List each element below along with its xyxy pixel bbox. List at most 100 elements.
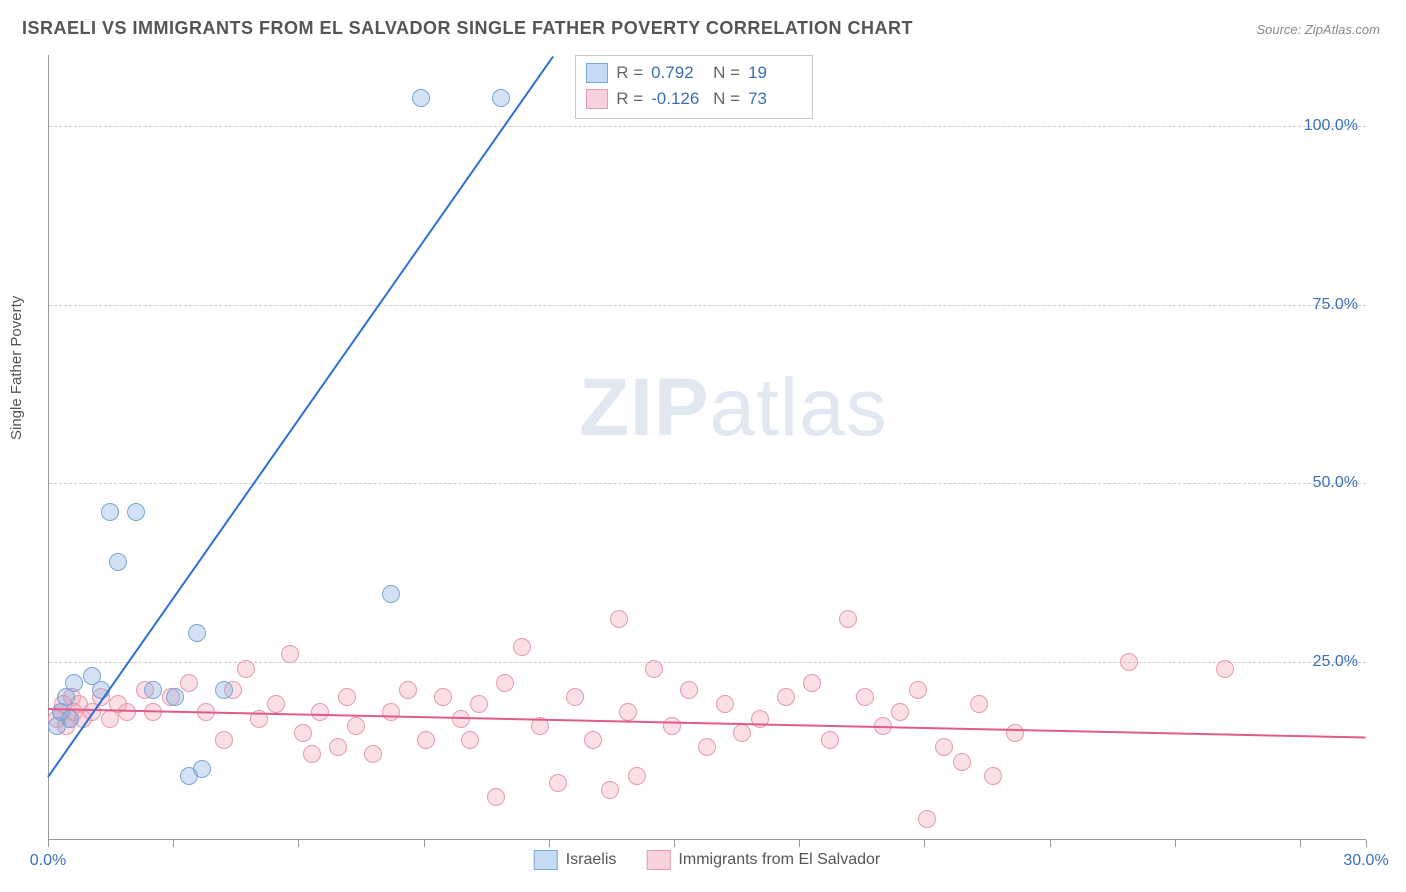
x-tick [924, 840, 925, 847]
data-point-el_salvador [329, 738, 347, 756]
y-tick-label: 50.0% [1313, 474, 1358, 492]
legend-label-israelis: Israelis [566, 851, 617, 869]
watermark-atlas: atlas [710, 362, 888, 453]
legend-label-el-salvador: Immigrants from El Salvador [678, 851, 880, 869]
stats-box: R =0.792N =19R =-0.126N =73 [575, 55, 813, 119]
x-tick [298, 840, 299, 847]
data-point-israelis [109, 553, 127, 571]
data-point-el_salvador [549, 774, 567, 792]
stats-n-value: 19 [748, 60, 802, 86]
data-point-el_salvador [628, 767, 646, 785]
data-point-el_salvador [1216, 660, 1234, 678]
y-tick-label: 75.0% [1313, 296, 1358, 314]
x-tick [48, 840, 49, 847]
regression-line-el_salvador [48, 708, 1366, 739]
data-point-el_salvador [566, 688, 584, 706]
legend-item-el-salvador: Immigrants from El Salvador [646, 850, 880, 870]
data-point-el_salvador [237, 660, 255, 678]
data-point-el_salvador [382, 703, 400, 721]
data-point-el_salvador [281, 645, 299, 663]
data-point-israelis [412, 89, 430, 107]
data-point-el_salvador [777, 688, 795, 706]
data-point-el_salvador [294, 724, 312, 742]
data-point-el_salvador [215, 731, 233, 749]
data-point-el_salvador [434, 688, 452, 706]
data-point-el_salvador [487, 788, 505, 806]
data-point-el_salvador [856, 688, 874, 706]
x-tick [1300, 840, 1301, 847]
y-tick-label: 25.0% [1313, 653, 1358, 671]
data-point-el_salvador [311, 703, 329, 721]
data-point-el_salvador [399, 681, 417, 699]
data-point-el_salvador [909, 681, 927, 699]
data-point-el_salvador [970, 695, 988, 713]
data-point-el_salvador [619, 703, 637, 721]
data-point-israelis [166, 688, 184, 706]
stats-row-el_salvador: R =-0.126N =73 [586, 86, 802, 112]
stats-r-value: -0.126 [651, 86, 705, 112]
chart-container: ISRAELI VS IMMIGRANTS FROM EL SALVADOR S… [0, 0, 1406, 892]
legend-swatch-pink [646, 850, 670, 870]
stats-n-label: N = [713, 60, 740, 86]
legend-item-israelis: Israelis [534, 850, 617, 870]
data-point-el_salvador [891, 703, 909, 721]
data-point-el_salvador [417, 731, 435, 749]
data-point-el_salvador [645, 660, 663, 678]
source-prefix: Source: [1256, 22, 1304, 37]
data-point-israelis [101, 503, 119, 521]
data-point-el_salvador [267, 695, 285, 713]
data-point-israelis [382, 585, 400, 603]
y-tick-label: 100.0% [1304, 117, 1358, 135]
data-point-el_salvador [953, 753, 971, 771]
data-point-el_salvador [821, 731, 839, 749]
y-axis-label: Single Father Poverty [8, 296, 25, 440]
data-point-el_salvador [610, 610, 628, 628]
data-point-el_salvador [1006, 724, 1024, 742]
x-tick [424, 840, 425, 847]
data-point-israelis [215, 681, 233, 699]
data-point-el_salvador [935, 738, 953, 756]
data-point-israelis [61, 710, 79, 728]
x-tick [1050, 840, 1051, 847]
stats-r-label: R = [616, 60, 643, 86]
chart-title: ISRAELI VS IMMIGRANTS FROM EL SALVADOR S… [22, 18, 913, 39]
x-tick-label: 30.0% [1343, 852, 1388, 870]
stats-n-label: N = [713, 86, 740, 112]
data-point-el_salvador [496, 674, 514, 692]
x-tick [1175, 840, 1176, 847]
data-point-el_salvador [733, 724, 751, 742]
regression-line-israelis [47, 55, 554, 777]
watermark: ZIPatlas [579, 361, 888, 455]
watermark-zip: ZIP [579, 362, 710, 453]
data-point-el_salvador [364, 745, 382, 763]
stats-swatch-blue [586, 63, 608, 83]
x-tick-label: 0.0% [30, 852, 66, 870]
gridline-h [49, 126, 1366, 127]
data-point-el_salvador [716, 695, 734, 713]
data-point-el_salvador [680, 681, 698, 699]
stats-n-value: 73 [748, 86, 802, 112]
x-tick [674, 840, 675, 847]
data-point-el_salvador [663, 717, 681, 735]
data-point-el_salvador [984, 767, 1002, 785]
data-point-el_salvador [584, 731, 602, 749]
data-point-el_salvador [470, 695, 488, 713]
stats-r-value: 0.792 [651, 60, 705, 86]
x-axis-line [48, 839, 1366, 840]
data-point-israelis [65, 674, 83, 692]
stats-swatch-pink [586, 89, 608, 109]
source-name: ZipAtlas.com [1305, 22, 1380, 37]
data-point-el_salvador [698, 738, 716, 756]
legend: Israelis Immigrants from El Salvador [534, 850, 881, 870]
x-tick [549, 840, 550, 847]
data-point-el_salvador [461, 731, 479, 749]
data-point-el_salvador [839, 610, 857, 628]
x-tick [173, 840, 174, 847]
data-point-el_salvador [347, 717, 365, 735]
data-point-el_salvador [1120, 653, 1138, 671]
source-attribution: Source: ZipAtlas.com [1256, 22, 1380, 37]
plot-area: ZIPatlas R =0.792N =19R =-0.126N =73 Isr… [48, 55, 1366, 840]
data-point-el_salvador [180, 674, 198, 692]
data-point-el_salvador [338, 688, 356, 706]
data-point-el_salvador [803, 674, 821, 692]
